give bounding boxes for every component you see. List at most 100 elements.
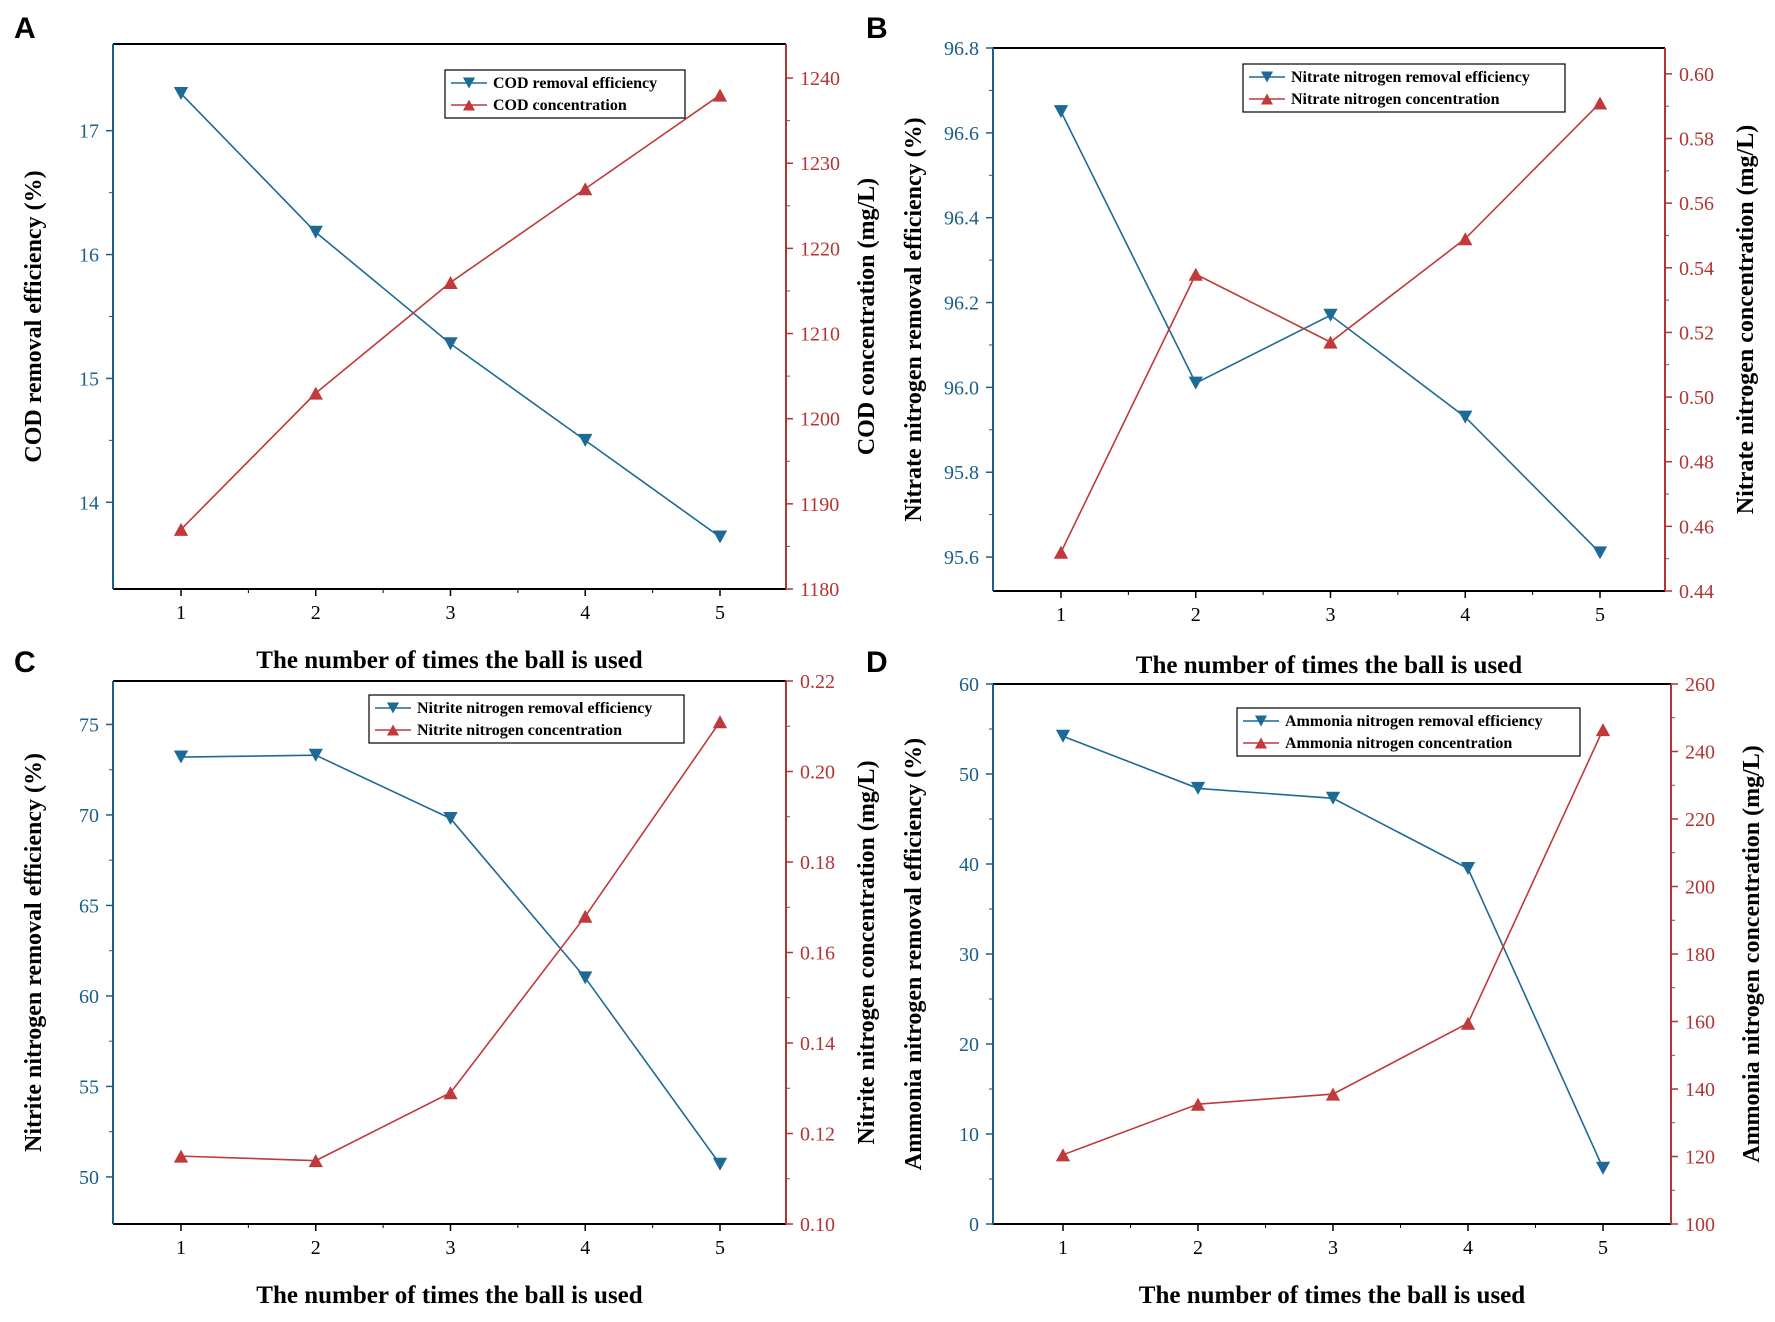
panel-letter: A: [14, 12, 36, 45]
panel-a: A 1 2 3 4 5 14 15 16 17 1180 1190 1200 1210 1220 1230 12…: [14, 12, 880, 674]
data-point-concentration: [1458, 232, 1473, 246]
right-y-tick-label: 1220: [800, 238, 840, 260]
data-point-efficiency: [1323, 308, 1338, 322]
legend-marker: [386, 724, 400, 736]
legend-label: Nitrite nitrogen concentration: [417, 722, 622, 739]
legend-marker: [1254, 737, 1268, 749]
x-tick-label: 1: [1058, 1237, 1068, 1259]
data-point-concentration: [443, 275, 458, 289]
right-y-tick-label: 0.50: [1679, 387, 1714, 409]
right-y-tick-label: 0.52: [1679, 322, 1714, 344]
left-y-tick-label: 70: [79, 805, 99, 827]
left-y-tick-label: 60: [959, 674, 979, 696]
data-point-concentration: [173, 1149, 189, 1163]
left-y-tick-label: 20: [959, 1034, 979, 1056]
data-point-efficiency: [712, 1157, 728, 1171]
right-y-tick-label: 220: [1685, 809, 1715, 831]
data-point-efficiency: [712, 530, 728, 544]
x-tick-label: 2: [311, 1237, 321, 1259]
legend-marker: [386, 702, 400, 714]
left-y-tick-label: 14: [79, 492, 99, 514]
data-point-concentration: [1053, 545, 1069, 559]
data-point-concentration: [578, 909, 593, 923]
data-point-efficiency: [1460, 862, 1476, 875]
left-y-tick-label: 50: [959, 764, 979, 786]
x-tick-label: 3: [1326, 604, 1336, 626]
x-axis-label: The number of times the ball is used: [1139, 1282, 1525, 1309]
left-y-tick-label: 40: [959, 854, 979, 876]
right-y-tick-label: 0.54: [1679, 258, 1714, 280]
legend-label: Nitrate nitrogen removal efficiency: [1291, 69, 1530, 86]
legend-label: COD concentration: [493, 97, 627, 114]
right-y-tick-label: 200: [1685, 877, 1715, 899]
data-point-concentration: [308, 386, 323, 400]
right-y-tick-label: 0.46: [1679, 516, 1714, 538]
x-tick-label: 1: [176, 1237, 186, 1259]
right-y-tick-label: 1180: [800, 579, 839, 601]
legend: Nitrite nitrogen removal efficiency Nitri…: [368, 694, 685, 744]
data-point-concentration: [578, 182, 593, 196]
legend: Ammonia nitrogen removal efficiency Ammon…: [1236, 707, 1581, 757]
right-y-tick-label: 1190: [800, 494, 839, 516]
legend: Nitrate nitrogen removal efficiency Nitra…: [1242, 63, 1566, 113]
x-axis-label: The number of times the ball is used: [1136, 652, 1522, 679]
data-point-concentration: [1055, 1148, 1071, 1162]
data-point-efficiency: [1055, 729, 1071, 743]
legend: COD removal efficiency COD concentration: [444, 69, 686, 119]
data-point-efficiency: [443, 337, 458, 351]
data-point-efficiency: [173, 750, 189, 764]
right-y-tick-label: 180: [1685, 944, 1715, 966]
left-y-tick-label: 55: [79, 1076, 99, 1098]
x-tick-label: 2: [1191, 604, 1201, 626]
data-point-efficiency: [1188, 376, 1203, 390]
data-point-concentration: [1325, 1087, 1341, 1101]
x-tick-label: 3: [446, 1237, 456, 1259]
panel-c: C1 2 3 4 55055606570750.100.120.140.160.180.…: [14, 646, 880, 1309]
x-tick-label: 3: [1328, 1237, 1338, 1259]
legend-marker: [462, 77, 476, 89]
left-y-tick-label: 95.6: [944, 547, 979, 569]
right-y-tick-label: 1240: [800, 68, 840, 90]
right-y-tick-label: 0.22: [800, 671, 835, 693]
legend-box: [1242, 63, 1566, 113]
y-axis-label-right: COD concentration (mg/L): [854, 178, 880, 455]
x-tick-label: 5: [715, 602, 725, 624]
data-point-concentration: [1595, 723, 1611, 737]
panel-d: D1 2 3 4 50102030405060100120140160180200220…: [866, 646, 1765, 1309]
right-y-tick-label: 0.10: [800, 1214, 835, 1236]
legend-marker: [1260, 93, 1274, 105]
left-y-tick-label: 96.0: [944, 377, 979, 399]
legend-box: [1236, 707, 1581, 757]
data-point-concentration: [712, 88, 728, 102]
x-axis-label: The number of times the ball is used: [256, 1282, 642, 1309]
right-y-tick-label: 0.18: [800, 852, 835, 874]
right-y-tick-label: 0.20: [800, 762, 835, 784]
x-tick-label: 4: [580, 602, 590, 624]
legend-box: [368, 694, 685, 744]
right-y-tick-label: 260: [1685, 674, 1715, 696]
data-point-efficiency: [308, 225, 323, 239]
left-y-tick-label: 96.4: [944, 208, 979, 230]
left-y-tick-label: 16: [79, 245, 99, 267]
x-tick-label: 1: [176, 602, 186, 624]
x-tick-label: 4: [580, 1237, 590, 1259]
data-point-efficiency: [578, 971, 593, 985]
right-y-tick-label: 0.44: [1679, 581, 1714, 603]
data-point-efficiency: [1458, 410, 1473, 424]
right-y-tick-label: 1200: [800, 409, 840, 431]
legend-label: Nitrite nitrogen removal efficiency: [417, 700, 652, 717]
left-y-tick-label: 0: [969, 1214, 979, 1236]
right-y-tick-label: 0.16: [800, 943, 835, 965]
data-point-efficiency: [1190, 781, 1206, 795]
y-axis-label-right: Nitrate nitrogen concentration (mg/L): [1733, 125, 1759, 514]
right-y-tick-label: 1210: [800, 324, 840, 346]
right-y-tick-label: 0.60: [1679, 64, 1714, 86]
left-y-tick-label: 96.8: [944, 38, 979, 60]
y-axis-label-left: Nitrite nitrogen removal efficiency (%): [21, 753, 47, 1152]
data-point-concentration: [712, 715, 728, 729]
right-y-tick-label: 0.14: [800, 1033, 835, 1055]
data-point-concentration: [1460, 1016, 1476, 1030]
data-point-efficiency: [1595, 1161, 1611, 1175]
data-point-concentration: [1190, 1097, 1206, 1111]
